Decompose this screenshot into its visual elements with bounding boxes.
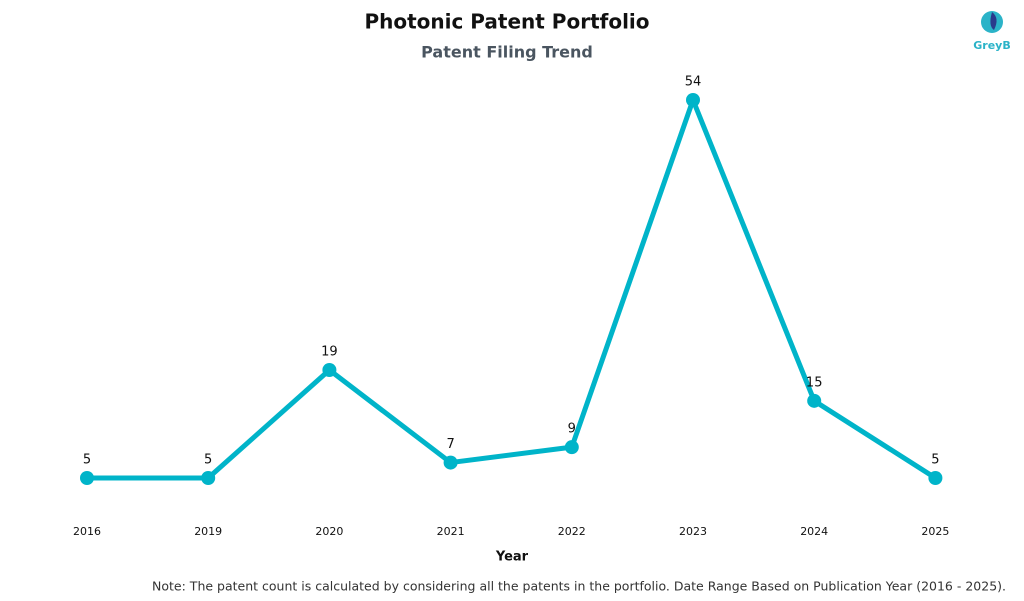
point: [201, 471, 215, 485]
x-tick-label: 2016: [73, 525, 101, 538]
data-label: 5: [931, 453, 939, 468]
data-label: 9: [568, 422, 576, 437]
footnote: Note: The patent count is calculated by …: [152, 579, 1006, 594]
chart-subtitle: Patent Filing Trend: [421, 43, 593, 62]
x-tick-label: 2022: [558, 525, 586, 538]
point: [565, 440, 579, 454]
x-tick-label: 2020: [315, 525, 343, 538]
x-tick-label: 2025: [921, 525, 949, 538]
x-tick-label: 2023: [679, 525, 707, 538]
point: [444, 456, 458, 470]
data-label: 15: [806, 375, 823, 390]
x-tick-label: 2019: [194, 525, 222, 538]
point: [686, 93, 700, 107]
logo: GreyB: [973, 11, 1010, 52]
data-label: 19: [321, 345, 338, 360]
chart-title: Photonic Patent Portfolio: [364, 10, 649, 34]
point: [928, 471, 942, 485]
line: [87, 100, 935, 478]
point: [322, 363, 336, 377]
data-label: 7: [446, 437, 454, 452]
point: [80, 471, 94, 485]
data-label: 5: [83, 453, 91, 468]
x-axis-label: Year: [495, 550, 529, 565]
x-tick-label: 2024: [800, 525, 828, 538]
x-tick-label: 2021: [437, 525, 465, 538]
logo-text: GreyB: [973, 39, 1010, 52]
data-label: 5: [204, 453, 212, 468]
data-label: 54: [685, 75, 702, 90]
point: [807, 394, 821, 408]
